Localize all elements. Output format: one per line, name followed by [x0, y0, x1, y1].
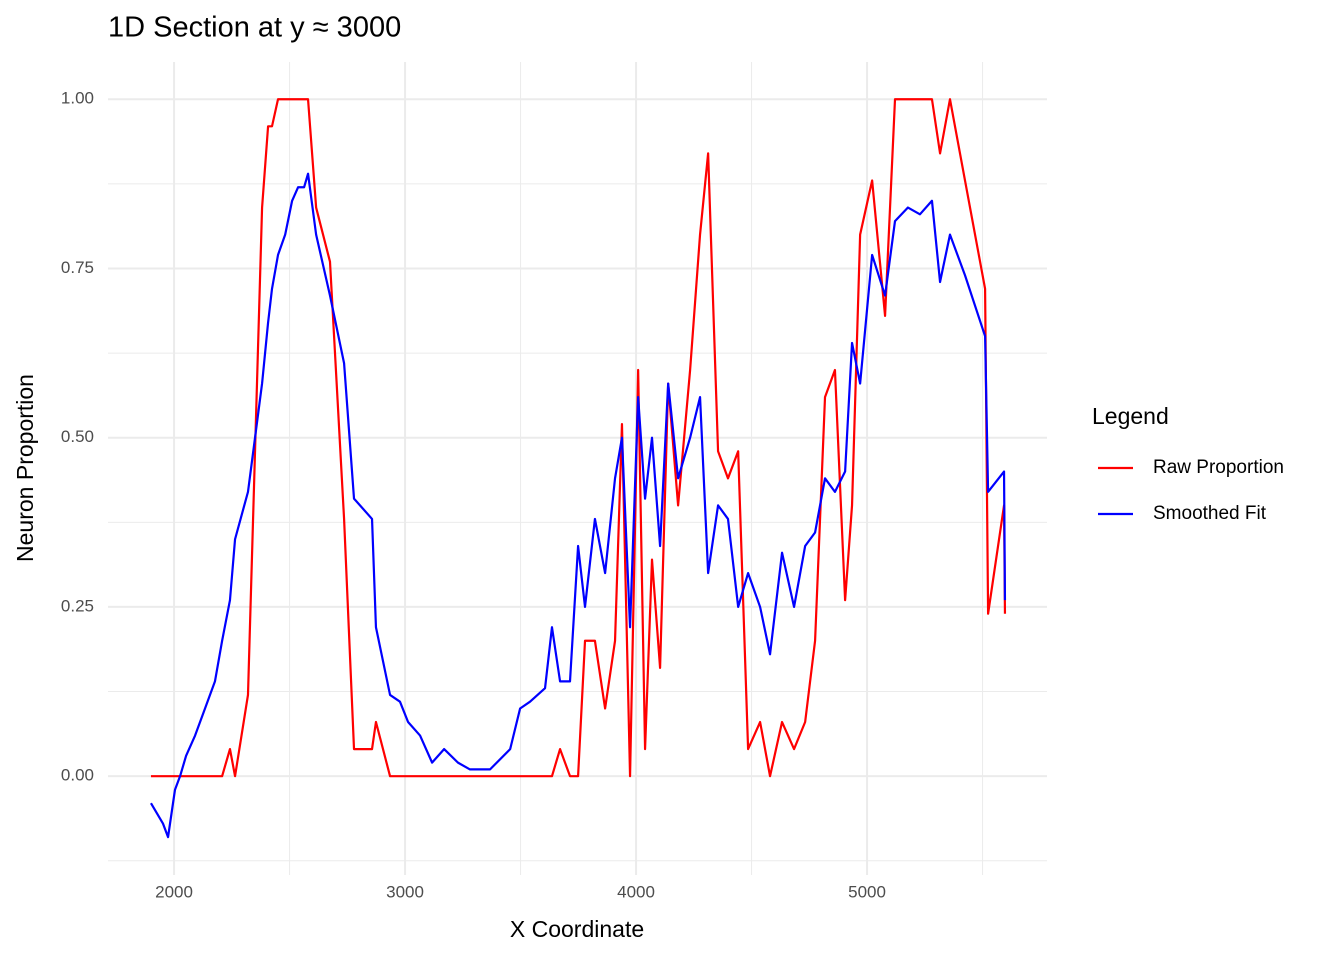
x-axis-label: X Coordinate: [510, 916, 644, 942]
x-tick-label: 4000: [617, 882, 655, 901]
y-axis-label: Neuron Proportion: [12, 374, 38, 562]
y-tick-label: 0.75: [61, 258, 94, 277]
x-tick-label: 5000: [848, 882, 886, 901]
legend-title: Legend: [1092, 403, 1169, 429]
y-tick-label: 0.25: [61, 596, 94, 615]
x-tick-label: 2000: [155, 882, 193, 901]
data-line: [150, 98, 1007, 778]
grid: 2000 3000 4000 5000 0.00 0.25 0.50 0.75 1.00: [61, 62, 1047, 901]
x-tick-label: 3000: [386, 882, 424, 901]
chart-title: 1D Section at y ≈ 3000: [108, 12, 401, 44]
legend: Legend Raw Proportion Smoothed Fit: [1092, 403, 1284, 524]
y-tick-label: 0.50: [61, 427, 94, 446]
legend-label: Smoothed Fit: [1153, 503, 1267, 524]
y-tick-label: 0.00: [61, 766, 94, 785]
y-tick-label: 1.00: [61, 89, 94, 108]
plot-area: [150, 98, 1007, 839]
legend-label: Raw Proportion: [1153, 457, 1284, 478]
data-line: [150, 172, 1007, 839]
